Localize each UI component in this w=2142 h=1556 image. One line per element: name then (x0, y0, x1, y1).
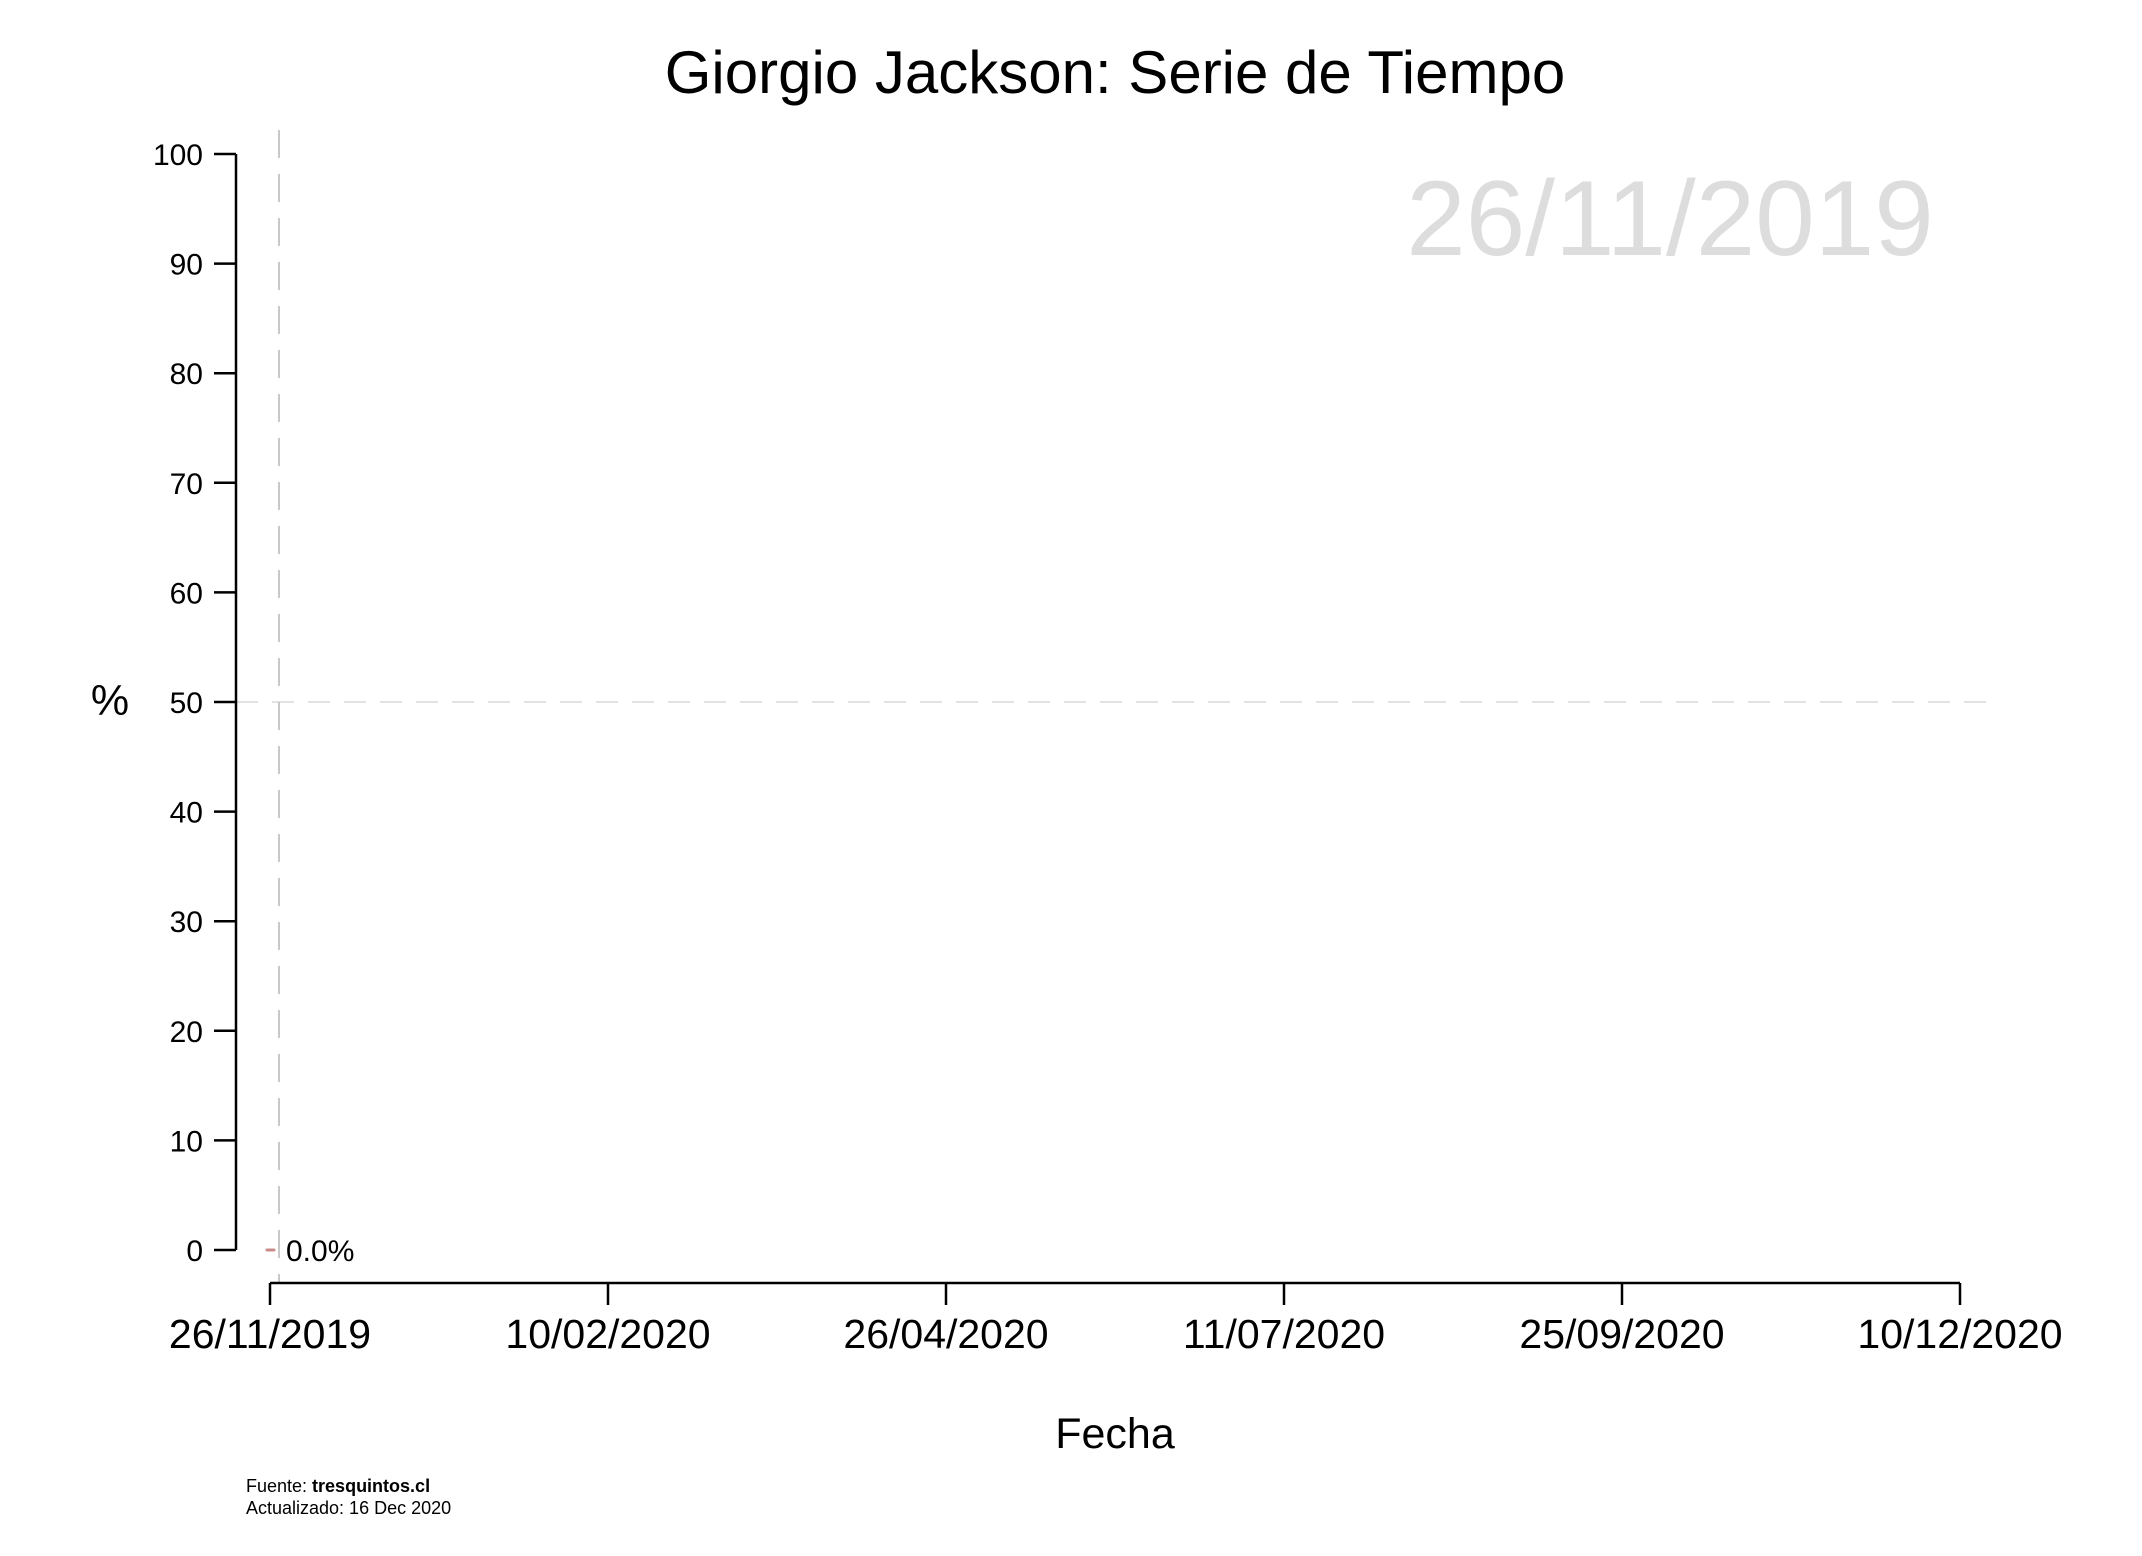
y-tick-label: 100 (153, 139, 203, 172)
y-tick-label: 20 (170, 1016, 203, 1049)
source-name: tresquintos.cl (312, 1476, 431, 1496)
y-tick-label: 40 (170, 797, 203, 830)
y-tick-label: 80 (170, 358, 203, 391)
date-watermark: 26/11/2019 (1406, 158, 1934, 278)
x-tick-label: 26/04/2020 (843, 1311, 1048, 1357)
data-value-label: 0.0% (286, 1235, 354, 1268)
y-tick-label: 70 (170, 468, 203, 501)
x-tick-label: 11/07/2020 (1183, 1311, 1385, 1357)
source-note: Fuente: tresquintos.cl (246, 1475, 430, 1497)
source-prefix: Fuente: (246, 1476, 313, 1496)
updated-note: Actualizado: 16 Dec 2020 (246, 1498, 452, 1518)
y-tick-label: 0 (186, 1235, 203, 1268)
x-axis-title: Fecha (1055, 1410, 1175, 1458)
y-tick-label: 10 (170, 1125, 203, 1158)
reference-lines (236, 130, 2000, 1283)
chart-title: Giorgio Jackson: Serie de Tiempo (665, 39, 1565, 106)
x-tick-label: 10/02/2020 (505, 1311, 710, 1357)
x-tick-label: 10/12/2020 (1857, 1311, 2062, 1357)
x-tick-label: 25/09/2020 (1519, 1311, 1724, 1357)
y-axis-title: % (91, 677, 129, 725)
y-tick-label: 90 (170, 249, 203, 282)
x-axis-ticks: 26/11/2019 10/02/2020 26/04/2020 11/07/2020… (169, 1283, 2063, 1357)
series-layer: 0.0% (265, 1235, 354, 1268)
y-tick-label: 50 (170, 687, 203, 720)
y-tick-label: 60 (170, 577, 203, 610)
y-tick-label: 30 (170, 906, 203, 939)
x-tick-label: 26/11/2019 (169, 1311, 371, 1357)
y-axis-ticks: 0 10 20 30 40 50 60 70 80 90 100 (153, 139, 236, 1268)
